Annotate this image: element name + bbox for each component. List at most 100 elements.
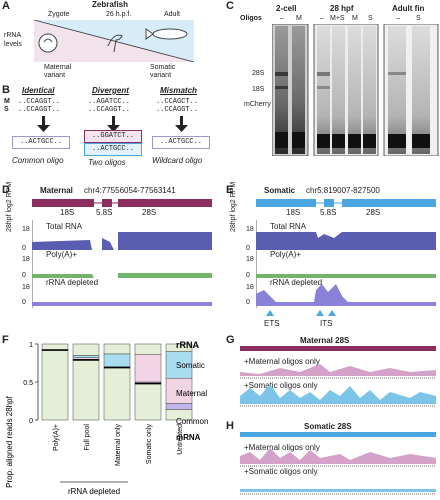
f-y-axis-label: Prop. aligned reads 28hpf [5, 395, 14, 487]
lane-28hpf-1: – [320, 15, 324, 22]
panel-d-tracks [32, 220, 212, 308]
gel-image [272, 24, 439, 156]
d-depleted-track [32, 302, 212, 306]
f-depleted-label: rRNA depleted [68, 487, 120, 496]
e-tick-lo-1: 0 [246, 245, 250, 252]
f-legend-common: Common [176, 417, 208, 426]
e-tick-hi-1: 18 [246, 226, 254, 233]
f-bar-segment [103, 367, 131, 421]
panel-label-a: A [2, 0, 10, 12]
panel-a-adult: Adult [164, 11, 180, 18]
panel-d-coord: chr4:77556054-77563141 [84, 186, 176, 195]
down-arrow-icon [107, 125, 120, 132]
f-bar-segment [165, 377, 193, 404]
panel-a-ylabel-1: rRNA [4, 32, 22, 39]
g-track2-label: +Somatic oligos only [244, 381, 318, 390]
f-y-tick-label: 0.5 [23, 380, 33, 387]
e-track-depleted: rRNA depleted [270, 278, 323, 287]
embryo-icon [107, 34, 123, 53]
somatic-variant-1: Somatic [150, 64, 176, 71]
f-x-tick-label: Somatic only [146, 424, 153, 465]
band-mcherry: mCherry [244, 101, 271, 108]
oligos-label: Oligos [240, 15, 262, 22]
d-polya-track [32, 273, 212, 278]
panel-label-d: D [2, 184, 10, 196]
f-x-tick-label: Untreated [177, 424, 184, 455]
panel-b-arrows [37, 116, 188, 132]
panel-e-58s: 5.8S [320, 208, 337, 217]
f-legend-title: rRNA [176, 340, 200, 350]
f-bars [41, 343, 193, 421]
f-bar-segment [165, 343, 193, 352]
panel-a-diagram [34, 20, 194, 62]
f-x-tick-label: Poly(A)+ [53, 424, 60, 451]
divergent-oligo-2: ..ACTGCC.. [84, 143, 142, 156]
ets-label: ETS [264, 319, 280, 328]
e-tick-hi-3: 18 [246, 284, 254, 291]
f-x-ticks: Poly(A)+ Full pool Maternal only Somatic on… [53, 424, 184, 467]
lane-adult-2: S [416, 15, 421, 22]
panel-a-ylabel-2: levels [4, 41, 22, 48]
f-bar-segment [134, 354, 162, 383]
panel-e-28s: 28S [366, 208, 381, 217]
d-tick-hi-1: 18 [22, 226, 30, 233]
f-bar-segment [103, 343, 131, 355]
panel-h-title: Somatic 28S [304, 422, 352, 431]
panel-label-b: B [2, 84, 10, 96]
h-maternal-track [240, 448, 436, 464]
h-somatic-track [240, 489, 436, 492]
f-bar-segment [72, 359, 100, 421]
its-label: ITS [320, 319, 333, 328]
panel-label-g: G [226, 334, 235, 346]
lane-2cell-2: M [296, 15, 302, 22]
panel-d-ylabel: 28hpf log2 RPM [6, 181, 13, 232]
row-m: M [4, 98, 10, 105]
panel-label-e: E [226, 184, 234, 196]
gel-header-adult: Adult fin [392, 4, 425, 13]
zygote-icon [38, 33, 58, 53]
e-polya-track [256, 274, 436, 278]
d-tick-hi-2: 18 [22, 256, 30, 263]
d-track-polya: Poly(A)+ [46, 250, 77, 259]
f-legend-maternal: Maternal [176, 389, 207, 398]
panel-e-ylabel: 28hpf log2 RPM [230, 181, 237, 232]
f-bar-segment [165, 351, 193, 379]
divergent-s-seq: ..CCAGGT.. [88, 106, 131, 114]
f-bar-segment [165, 403, 193, 410]
e-total-track [256, 232, 436, 250]
f-x-tick-label: Maternal only [115, 424, 122, 467]
d-tick-lo-2: 0 [22, 272, 26, 279]
panel-d-58s: 5.8S [96, 208, 113, 217]
lane-28hpf-2: M+S [330, 15, 345, 22]
d-tick-hi-3: 18 [22, 284, 30, 291]
row-s: S [4, 106, 9, 113]
g-maternal-track [240, 364, 436, 376]
panel-g-tracks [240, 346, 436, 407]
panel-d-title: Maternal [40, 186, 73, 195]
divergent-oligo-1: ..GGATCT.. [84, 130, 142, 143]
mismatch-title: Mismatch [160, 86, 197, 95]
f-bar-segment [41, 349, 69, 421]
f-y-tick-label: 1 [29, 342, 33, 349]
g-gene-bar [240, 346, 436, 351]
identical-title: Identical [22, 86, 55, 95]
f-axis: 00.51 [23, 342, 39, 425]
d-tick-lo-1: 0 [22, 245, 26, 252]
panel-d-18s: 18S [60, 208, 75, 217]
common-oligo-box: ..ACTGCC.. [12, 136, 70, 149]
somatic-gene-model [256, 199, 436, 207]
maternal-variant-2: variant [44, 72, 66, 79]
f-bar-segment [72, 343, 100, 356]
divergent-title: Divergent [92, 86, 129, 95]
caption-wildcard: Wildcard oligo [152, 156, 203, 165]
band-18s: 18S [252, 86, 265, 93]
panel-g-title: Maternal 28S [300, 336, 350, 345]
gel-header-2cell: 2-cell [276, 4, 297, 13]
g-track1-label: +Maternal oligos only [244, 357, 320, 366]
mismatch-m-seq: ..CCAGCT.. [156, 98, 199, 106]
lane-28hpf-3: M [352, 15, 358, 22]
f-bar-segment [72, 355, 100, 358]
f-bar-segment [41, 343, 69, 351]
panel-e-18s: 18S [286, 208, 301, 217]
panel-a-species: Zebrafish [92, 0, 129, 9]
